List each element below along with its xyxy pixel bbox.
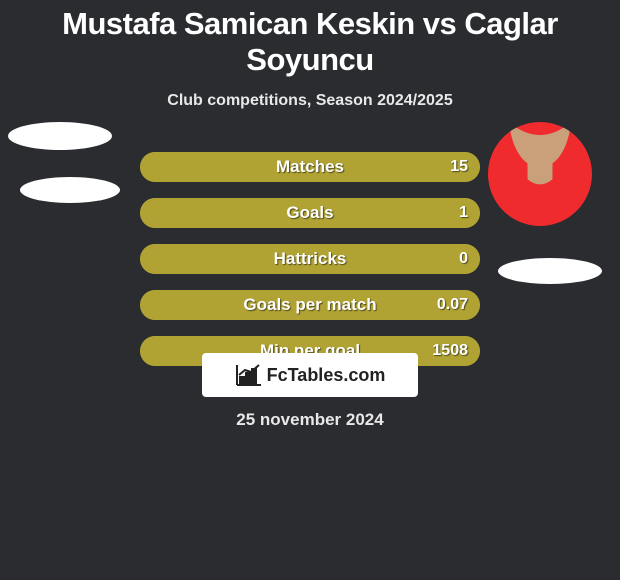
stat-value: 15 xyxy=(450,152,468,182)
comparison-card: Mustafa Samican Keskin vs Caglar Soyuncu… xyxy=(0,0,620,580)
stat-label: Goals xyxy=(140,198,480,228)
stat-bar: Goals per match0.07 xyxy=(140,290,480,320)
stat-value: 1508 xyxy=(432,336,468,366)
stat-label: Hattricks xyxy=(140,244,480,274)
attribution-text: FcTables.com xyxy=(267,365,386,386)
stat-value: 1 xyxy=(459,198,468,228)
generation-date: 25 november 2024 xyxy=(0,410,620,430)
stat-label: Matches xyxy=(140,152,480,182)
page-subtitle: Club competitions, Season 2024/2025 xyxy=(0,92,620,110)
left-player-ellipse-1 xyxy=(8,122,112,150)
page-title: Mustafa Samican Keskin vs Caglar Soyuncu xyxy=(0,0,620,78)
stat-label: Goals per match xyxy=(140,290,480,320)
stat-value: 0.07 xyxy=(437,290,468,320)
stat-bar: Hattricks0 xyxy=(140,244,480,274)
stat-value: 0 xyxy=(459,244,468,274)
stat-bar: Goals1 xyxy=(140,198,480,228)
attribution-badge[interactable]: FcTables.com xyxy=(202,353,418,397)
stat-bar: Matches15 xyxy=(140,152,480,182)
chart-icon xyxy=(235,363,263,387)
